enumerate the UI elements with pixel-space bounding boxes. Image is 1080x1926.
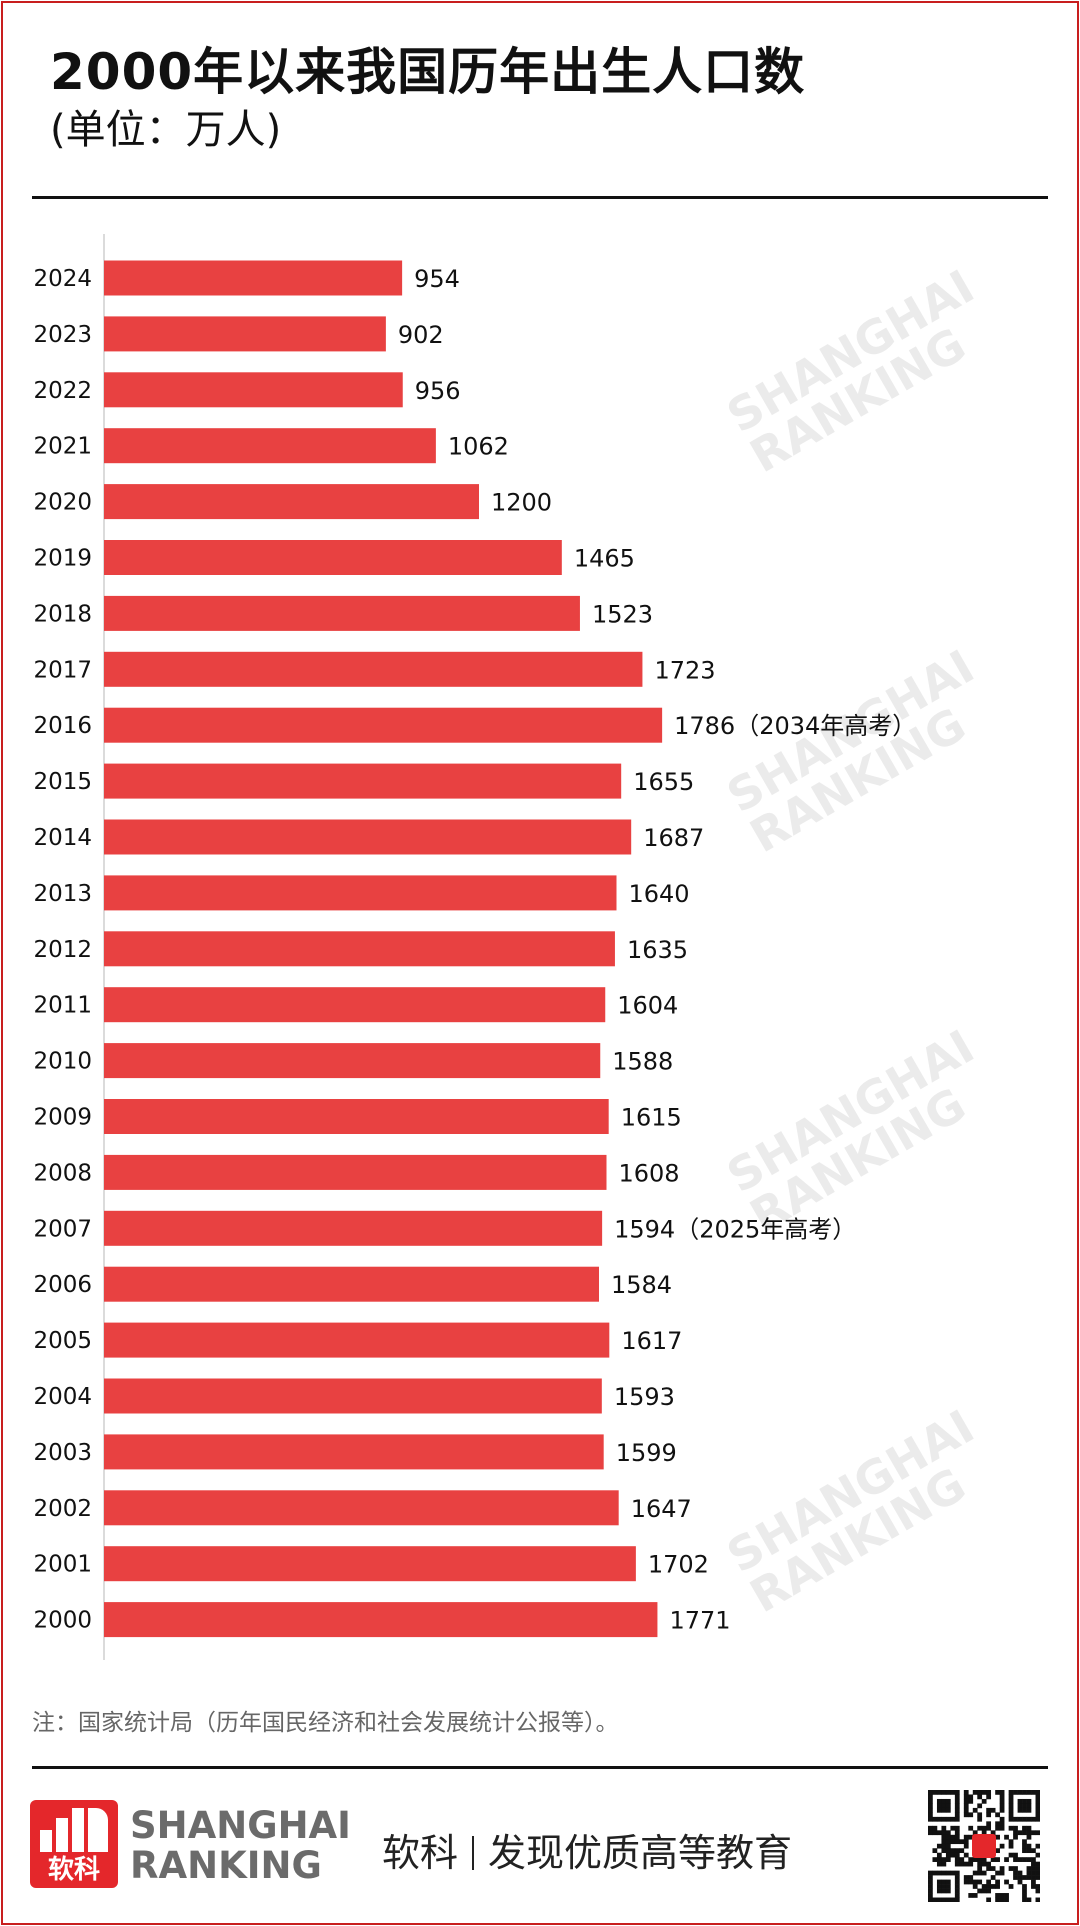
bar	[104, 1266, 599, 1302]
y-tick-label: 2002	[33, 1496, 92, 1522]
data-label: 1771	[669, 1607, 730, 1635]
y-tick-label: 2009	[33, 1105, 92, 1131]
y-tick-label: 2016	[33, 713, 92, 739]
bar	[104, 1210, 603, 1246]
brand-logo-icon: 软科	[30, 1800, 118, 1888]
logo-cn-text: 软科	[47, 1855, 100, 1885]
data-label: 1617	[621, 1327, 682, 1355]
y-tick-label: 2021	[33, 434, 92, 460]
bar	[104, 651, 643, 687]
data-label: 1200	[491, 489, 552, 517]
data-label: 1465	[574, 545, 635, 573]
bar	[104, 1490, 619, 1526]
bar	[104, 707, 663, 743]
bar	[104, 1154, 607, 1190]
slogan-text: 发现优质高等教育	[488, 1831, 793, 1875]
bar	[104, 1602, 658, 1638]
y-tick-label: 2000	[33, 1608, 92, 1634]
data-label: 1599	[616, 1439, 677, 1467]
y-tick-label: 2005	[33, 1328, 92, 1354]
data-label: 1584	[611, 1271, 672, 1299]
bar-chart: 2024 954 2023 902 2022 956 2021 1062 2020 1200 201…	[33, 234, 916, 1660]
slogan-separator	[472, 1836, 475, 1870]
page-subtitle: (单位：万人)	[50, 107, 282, 153]
page-title: 2000年以来我国历年出生人口数	[50, 43, 806, 101]
logo-line1: SHANGHAI	[130, 1804, 351, 1847]
bar	[104, 372, 403, 408]
y-tick-label: 2018	[33, 601, 92, 627]
data-label: 1655	[633, 768, 694, 796]
bar	[104, 819, 632, 855]
bar	[104, 595, 580, 631]
data-label: 1608	[619, 1159, 680, 1187]
bar	[104, 540, 562, 575]
slogan-brand: 软科	[382, 1831, 459, 1875]
data-label: 956	[415, 377, 461, 405]
bar	[104, 763, 622, 799]
data-label: 1640	[629, 880, 690, 908]
source-note: 注：国家统计局（历年国民经济和社会发展统计公报等）。	[32, 1710, 619, 1736]
slogan: 软科 发现优质高等教育	[382, 1822, 792, 1877]
y-tick-label: 2007	[33, 1216, 92, 1242]
qr-code-icon[interactable]	[928, 1790, 1040, 1902]
y-tick-label: 2013	[33, 881, 92, 907]
data-label: 1615	[621, 1104, 682, 1132]
data-label: 1687	[643, 824, 704, 852]
y-tick-label: 2022	[33, 378, 92, 404]
y-tick-label: 2010	[33, 1049, 92, 1075]
y-tick-label: 2001	[33, 1552, 92, 1578]
logo-line2: RANKING	[130, 1844, 322, 1887]
y-tick-label: 2017	[33, 657, 92, 683]
y-tick-label: 2011	[33, 993, 92, 1019]
bar	[104, 1043, 601, 1079]
bar	[104, 875, 617, 911]
y-tick-label: 2023	[33, 322, 92, 348]
data-label: 1635	[627, 936, 688, 964]
y-tick-label: 2014	[33, 825, 92, 851]
data-label: 1604	[617, 992, 678, 1020]
data-label: 902	[398, 321, 444, 349]
data-label: 1702	[648, 1551, 709, 1579]
bottom-divider	[32, 1766, 1048, 1769]
bar	[104, 1099, 609, 1134]
y-tick-label: 2019	[33, 546, 92, 572]
data-label: 1588	[612, 1048, 673, 1076]
bar	[104, 1546, 636, 1582]
bar	[104, 1434, 604, 1470]
data-label: 1594（2025年高考）	[614, 1215, 856, 1243]
y-tick-label: 2015	[33, 769, 92, 795]
y-tick-label: 2024	[33, 266, 92, 292]
top-divider	[32, 196, 1048, 199]
y-tick-label: 2006	[33, 1272, 92, 1298]
y-tick-label: 2020	[33, 490, 92, 516]
y-tick-label: 2003	[33, 1440, 92, 1466]
data-label: 954	[414, 265, 460, 293]
data-label: 1593	[614, 1383, 675, 1411]
data-label: 1062	[448, 433, 509, 461]
data-label: 1786（2034年高考）	[674, 712, 916, 740]
bar	[104, 260, 403, 296]
data-label: 1523	[592, 600, 653, 628]
bar	[104, 1322, 610, 1358]
data-label: 1647	[631, 1495, 692, 1523]
bar	[104, 484, 479, 520]
y-tick-label: 2004	[33, 1384, 92, 1410]
data-label: 1723	[654, 656, 715, 684]
y-tick-label: 2008	[33, 1160, 92, 1186]
bar	[104, 931, 615, 967]
bar	[104, 1378, 602, 1414]
bar	[104, 987, 606, 1023]
bar	[104, 428, 436, 464]
y-tick-label: 2012	[33, 937, 92, 963]
logo-wordmark: SHANGHAI RANKING	[130, 1806, 351, 1886]
bar	[104, 316, 386, 352]
